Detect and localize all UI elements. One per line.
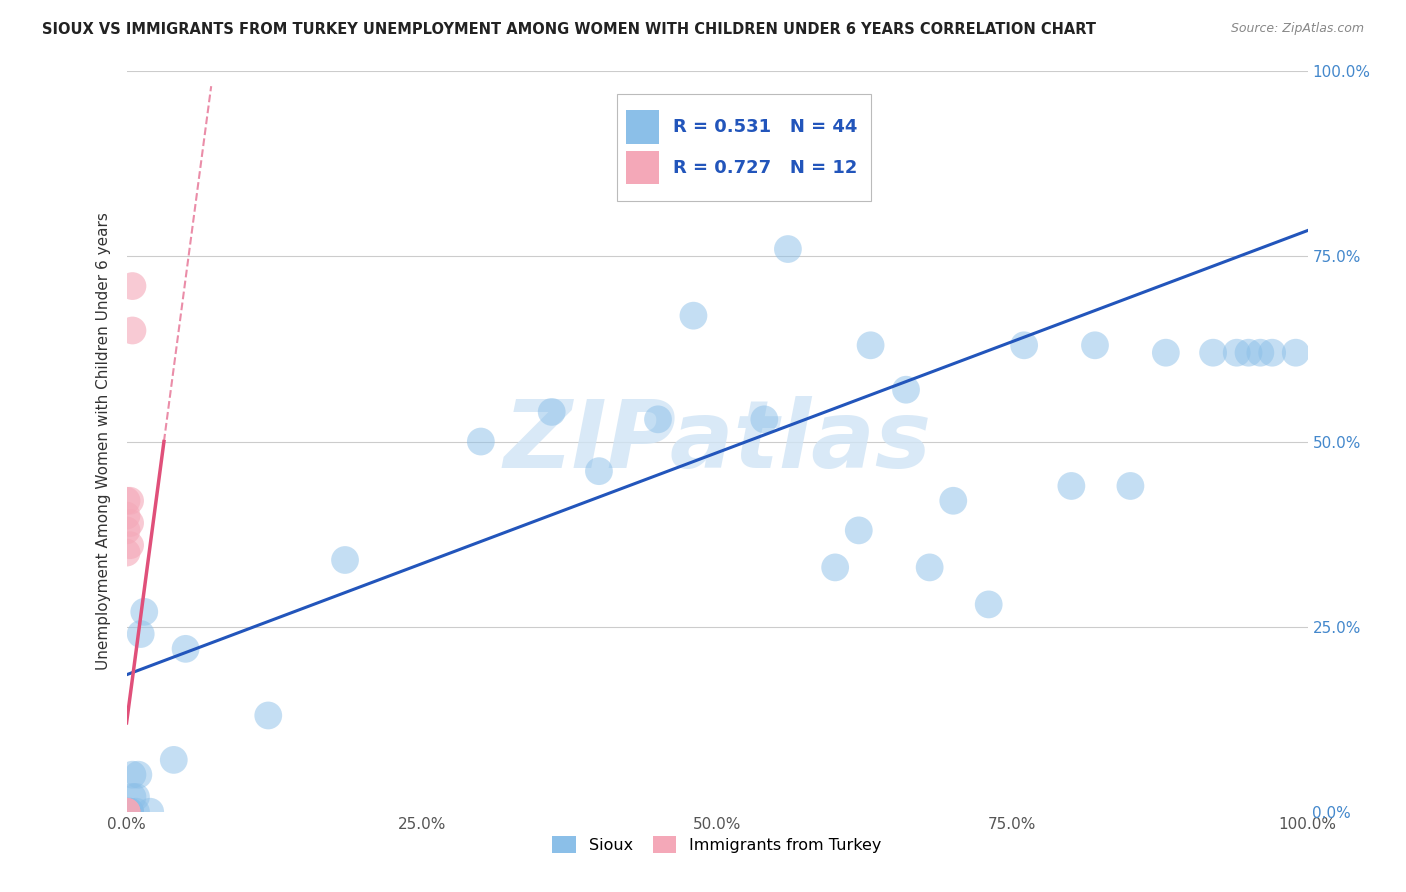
Point: [588, 464, 610, 478]
Point: [174, 641, 197, 656]
Point: [121, 789, 143, 804]
Point: [1249, 345, 1271, 359]
Point: [115, 805, 138, 819]
Point: [134, 605, 156, 619]
Point: [257, 708, 280, 723]
FancyBboxPatch shape: [617, 94, 870, 201]
Point: [125, 789, 148, 804]
Point: [1261, 345, 1284, 359]
Text: R = 0.531   N = 44: R = 0.531 N = 44: [673, 118, 858, 136]
Point: [127, 767, 149, 781]
FancyBboxPatch shape: [626, 151, 659, 185]
Point: [977, 598, 1000, 612]
Point: [115, 805, 138, 819]
Point: [647, 412, 669, 426]
Point: [848, 524, 870, 538]
Point: [139, 805, 162, 819]
Point: [121, 767, 143, 781]
Point: [1202, 345, 1225, 359]
Y-axis label: Unemployment Among Women with Children Under 6 years: Unemployment Among Women with Children U…: [96, 212, 111, 671]
Text: ZIPatlas: ZIPatlas: [503, 395, 931, 488]
Text: R = 0.727   N = 12: R = 0.727 N = 12: [673, 159, 858, 177]
Point: [120, 516, 142, 530]
Point: [333, 553, 356, 567]
Point: [115, 493, 138, 508]
Point: [1119, 479, 1142, 493]
Point: [129, 627, 152, 641]
Point: [163, 753, 186, 767]
Point: [942, 493, 965, 508]
Point: [1084, 338, 1107, 352]
Legend: Sioux, Immigrants from Turkey: Sioux, Immigrants from Turkey: [546, 830, 889, 859]
Point: [115, 805, 138, 819]
Point: [776, 242, 799, 256]
Point: [1226, 345, 1249, 359]
Point: [918, 560, 941, 574]
Point: [115, 546, 138, 560]
Point: [120, 493, 142, 508]
Point: [1285, 345, 1308, 359]
Point: [115, 805, 138, 819]
Point: [120, 805, 142, 819]
Point: [121, 279, 143, 293]
Point: [859, 338, 882, 352]
Text: SIOUX VS IMMIGRANTS FROM TURKEY UNEMPLOYMENT AMONG WOMEN WITH CHILDREN UNDER 6 Y: SIOUX VS IMMIGRANTS FROM TURKEY UNEMPLOY…: [42, 22, 1097, 37]
Point: [125, 805, 148, 819]
Point: [115, 805, 138, 819]
Point: [682, 309, 704, 323]
FancyBboxPatch shape: [626, 111, 659, 144]
Point: [754, 412, 776, 426]
Point: [824, 560, 846, 574]
Point: [121, 324, 143, 338]
Point: [115, 805, 138, 819]
Point: [120, 538, 142, 552]
Point: [120, 805, 142, 819]
Point: [115, 524, 138, 538]
Point: [540, 405, 562, 419]
Text: Source: ZipAtlas.com: Source: ZipAtlas.com: [1230, 22, 1364, 36]
Point: [115, 805, 138, 819]
Point: [1060, 479, 1083, 493]
Point: [115, 508, 138, 523]
Point: [470, 434, 492, 449]
Point: [1012, 338, 1035, 352]
Point: [1237, 345, 1260, 359]
Point: [1154, 345, 1177, 359]
Point: [894, 383, 917, 397]
Point: [120, 805, 142, 819]
